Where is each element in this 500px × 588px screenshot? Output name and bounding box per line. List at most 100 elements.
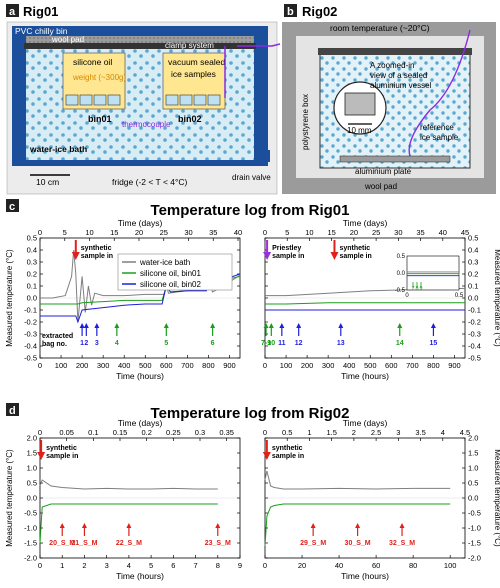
inset-x-label: 0 [405,293,409,299]
bag-arrow-head [210,323,216,328]
bag-label: 7-9 [261,340,271,347]
x2-tick-label: 35 [209,228,217,237]
bag-label: 14 [396,340,404,347]
bag-label: 20_S_M [49,540,75,547]
bag-label: 11 [278,340,286,347]
bag-arrow-head [263,323,269,328]
zoom-vessel [344,92,376,116]
inset-y-label: -0.5 [395,288,406,294]
wool-pad-a [26,36,254,43]
x2-tick-label: 40 [234,228,242,237]
event-label: sample in [81,253,113,260]
x2-tick-label: 3.5 [415,428,425,437]
x-tick-label: 0 [38,561,42,570]
bag-label: 13 [337,340,345,347]
x-tick-label: 800 [202,361,215,370]
clamp-label: clamp system [165,41,214,50]
panel-a: a Rig01 PVC chilly bin wool pad clamp sy… [6,4,281,195]
y-tick-label: -0.5 [24,354,37,363]
panel-c: c Temperature log from Rig01 [6,199,349,219]
reference-label-2: ice sample [420,133,459,142]
x-axis-label: Time (hours) [116,371,164,381]
event-arrow-head [330,252,339,260]
x2-tick-label: 0 [263,428,267,437]
event-label: synthetic [272,445,303,452]
x2-tick-label: 10 [85,228,93,237]
x-tick-label: 5 [149,561,153,570]
x2-tick-label: 25 [372,228,380,237]
y-tick-label: 0.1 [468,282,478,291]
bin01-label: bin01 [88,114,112,124]
bag-arrow-head [81,523,87,528]
x-tick-label: 8 [216,561,220,570]
aluminium-plate [339,155,451,163]
bin02-label: bin02 [178,114,202,124]
y-tick-label: 1.0 [27,464,37,473]
bag-arrow-head [338,323,344,328]
x2-axis-label: Time (days) [343,418,388,428]
x2-tick-label: 20 [350,228,358,237]
x-tick-label: 7 [193,561,197,570]
bag-label: 3 [95,340,99,347]
panel-a-letter-box [6,4,19,17]
x2-tick-label: 0.15 [113,428,128,437]
bag-arrow-head [268,323,274,328]
y-axis-label: Measured temperature (°C) [5,249,14,347]
bag-label: 15 [430,340,438,347]
x2-tick-label: 45 [461,228,469,237]
x-tick-label: 3 [105,561,109,570]
panel-a-letter: a [9,6,16,18]
y-tick-label: -0.1 [468,306,481,315]
x-tick-label: 100 [444,561,457,570]
x-tick-label: 400 [118,361,131,370]
y-tick-label: 0.5 [27,479,37,488]
bag-label: 29_S_M [300,540,326,547]
fridge-label: fridge (-2 < T < 4°C) [112,177,188,187]
y-tick-label: 0.2 [468,270,478,279]
bag-label: 30_S_M [345,540,371,547]
x-tick-label: 0 [263,561,267,570]
event-arrow-head [37,452,46,460]
y-tick-label: -0.4 [24,342,37,351]
x-tick-label: 4 [127,561,131,570]
x2-tick-label: 30 [394,228,402,237]
inset-arrow-label: 7 [411,286,414,292]
event-arrow-head [263,252,272,260]
y-tick-label: -1.0 [24,524,37,533]
x2-tick-label: 15 [110,228,118,237]
x-tick-label: 9 [238,561,242,570]
x2-tick-label: 10 [305,228,313,237]
plate-label: aluminium plate [355,167,412,176]
x-tick-label: 300 [322,361,335,370]
x2-tick-label: 0.35 [219,428,234,437]
panel-c-title: Temperature log from Rig01 [151,202,350,219]
y-tick-label: 0.0 [468,494,478,503]
bag-arrow-head [83,323,89,328]
bag-arrow-head [79,323,85,328]
y-tick-label: 0.5 [27,234,37,243]
x-tick-label: 100 [55,361,68,370]
event-arrow-head [71,252,80,260]
x-tick-label: 0 [263,361,267,370]
bag-label: 4 [115,340,119,347]
y-tick-label: 0.1 [27,282,37,291]
x2-tick-label: 5 [285,228,289,237]
x2-tick-label: 0.25 [166,428,181,437]
x-tick-label: 500 [364,361,377,370]
y-axis-label: Measured temperature (°C) [493,449,500,547]
event-label: synthetic [81,245,112,252]
y-axis-label: Measured temperature (°C) [493,249,500,347]
x-tick-label: 300 [97,361,110,370]
x-axis-label: Time (hours) [116,571,164,581]
y-tick-label: -1.5 [468,539,481,548]
panel-c-letter-box [6,199,19,212]
x-tick-label: 400 [343,361,356,370]
thermocouple-label: thermocouple [122,120,171,129]
y-tick-label: -0.2 [24,318,37,327]
x2-tick-label: 1 [307,428,311,437]
event-label: synthetic [46,445,77,452]
x-axis-label: Time (hours) [341,371,389,381]
